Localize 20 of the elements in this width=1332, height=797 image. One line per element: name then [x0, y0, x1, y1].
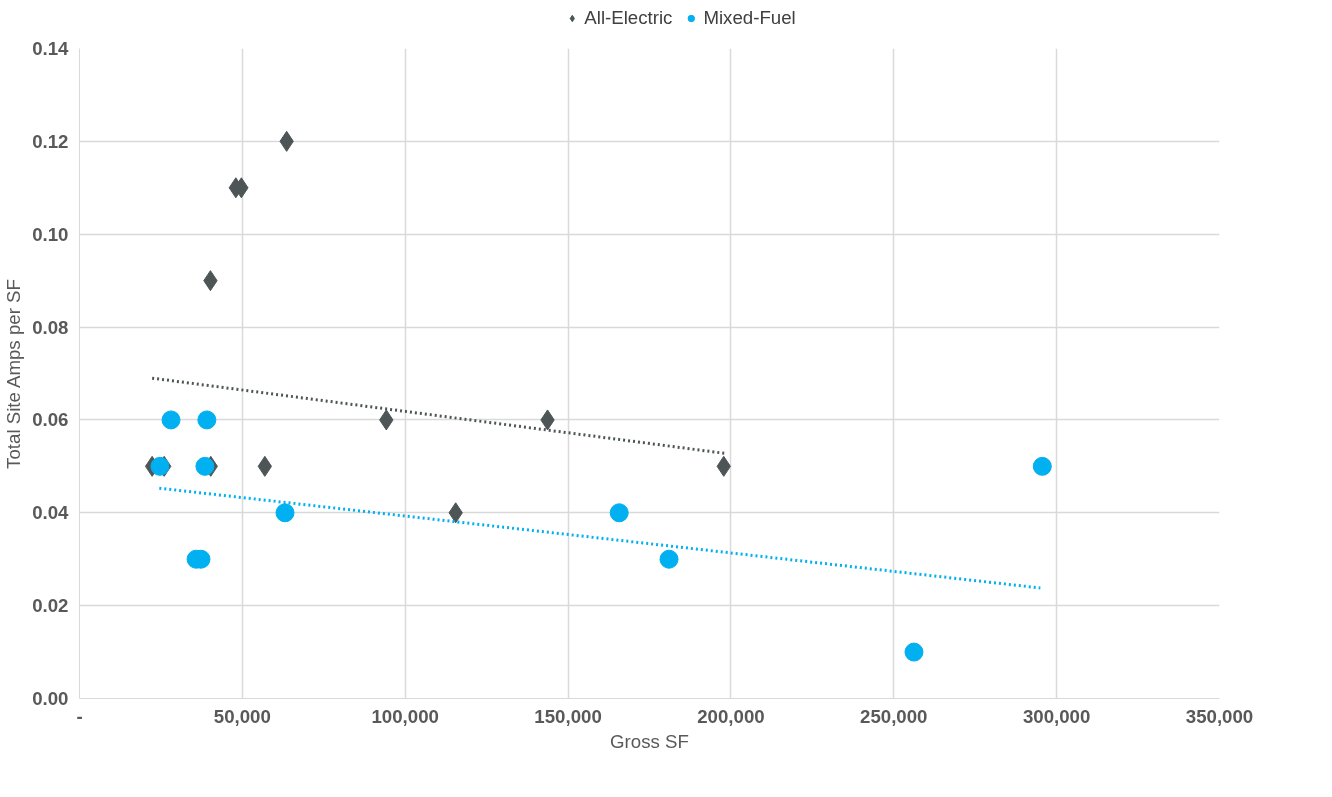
y-axis-title: Total Site Amps per SF [3, 279, 25, 469]
y-tick-label: 0.12 [32, 130, 69, 152]
y-tick-label: 0.02 [32, 595, 69, 617]
y-tick-label: 0.04 [32, 502, 70, 524]
x-tick-label: 250,000 [860, 705, 928, 727]
x-tick-label: 100,000 [371, 705, 439, 727]
legend-label: All-Electric [584, 7, 673, 29]
y-tick-label: 0.08 [32, 316, 69, 338]
y-tick-label: 0.14 [32, 38, 70, 59]
x-tick-label: 50,000 [213, 705, 271, 727]
y-tick-label: 0.06 [32, 409, 69, 431]
x-tick-label: 350,000 [1185, 705, 1254, 727]
x-tick-label: 150,000 [534, 705, 602, 727]
y-tick-label: 0.10 [32, 223, 69, 245]
x-tick-label: 300,000 [1022, 705, 1091, 727]
x-tick-label: 200,000 [697, 705, 765, 727]
x-axis-title: Gross SF [610, 730, 689, 752]
y-tick-label: 0.00 [32, 688, 69, 709]
x-tick-label: - [76, 705, 83, 727]
legend-label: Mixed-Fuel [703, 7, 796, 29]
